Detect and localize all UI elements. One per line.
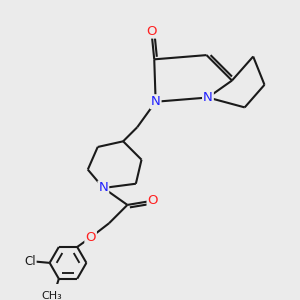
Text: CH₃: CH₃ [41, 291, 62, 300]
Text: N: N [203, 91, 213, 104]
Text: N: N [98, 182, 108, 194]
Text: O: O [85, 231, 96, 244]
Text: O: O [148, 194, 158, 207]
Text: N: N [151, 95, 160, 108]
Text: Cl: Cl [24, 255, 36, 268]
Text: O: O [146, 25, 157, 38]
